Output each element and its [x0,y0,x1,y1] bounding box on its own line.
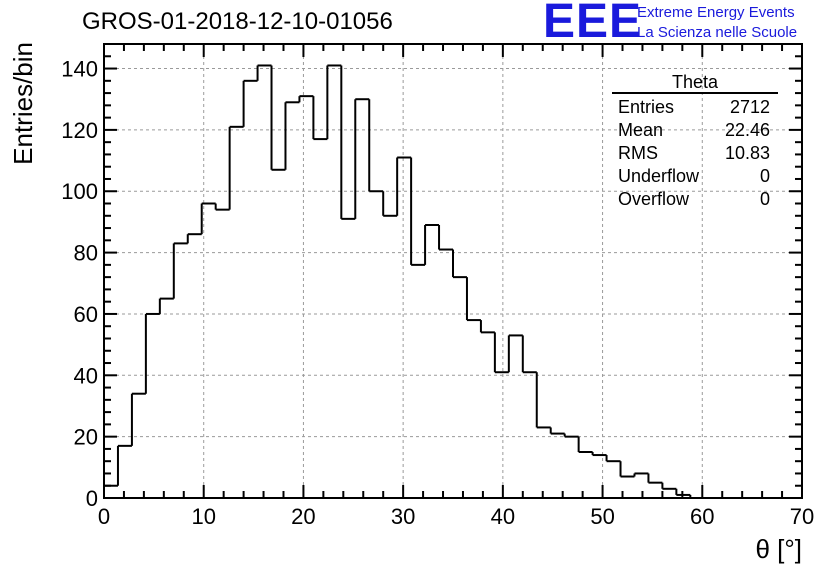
y-axis-label: Entries/bin [8,42,38,165]
plot-frame [103,43,803,499]
x-tick-label: 70 [790,504,814,529]
stats-value: 2712 [729,97,770,117]
stats-row-mean: Mean 22.46 [612,119,778,142]
stats-label: Overflow [618,189,690,209]
x-tick-label: 60 [690,504,714,529]
stats-box: Theta Entries 2712 Mean 22.46 RMS 10.83 … [612,72,778,211]
y-tick-label: 100 [61,179,98,204]
chart-title: GROS-01-2018-12-10-01056 [82,8,393,35]
stats-row-rms: RMS 10.83 [612,142,778,165]
y-tick-label: 140 [61,57,98,82]
x-tick-label: 30 [391,504,415,529]
eee-logo: EEE [543,0,643,48]
stats-row-entries: Entries 2712 [612,96,778,119]
stats-label: RMS [618,143,658,163]
stats-label: Underflow [618,166,700,186]
stats-row-overflow: Overflow 0 [612,188,778,211]
logo-line-2: La Scienza nelle Scuole [637,24,798,41]
stats-value: 0 [759,189,770,209]
stats-divider [612,92,778,94]
x-tick-label: 10 [191,504,215,529]
x-axis-label: θ [°] [755,534,802,564]
y-tick-label: 80 [74,241,98,266]
x-tick-label: 40 [491,504,515,529]
stats-value: 0 [759,166,770,186]
x-tick-label: 50 [590,504,614,529]
stats-title: Theta [671,72,719,92]
stats-row-underflow: Underflow 0 [612,165,778,188]
x-tick-label: 0 [98,504,110,529]
y-tick-label: 60 [74,302,98,327]
x-tick-label: 20 [291,504,315,529]
stats-label: Entries [618,97,675,117]
stats-value: 10.83 [724,143,770,163]
y-tick-label: 120 [61,118,98,143]
logo-line-1: Extreme Energy Events [637,4,795,21]
y-tick-label: 20 [74,425,98,450]
y-tick-label: 0 [86,486,98,511]
y-tick-label: 40 [74,363,98,388]
stats-value: 22.46 [724,120,770,140]
stats-label: Mean [618,120,664,140]
